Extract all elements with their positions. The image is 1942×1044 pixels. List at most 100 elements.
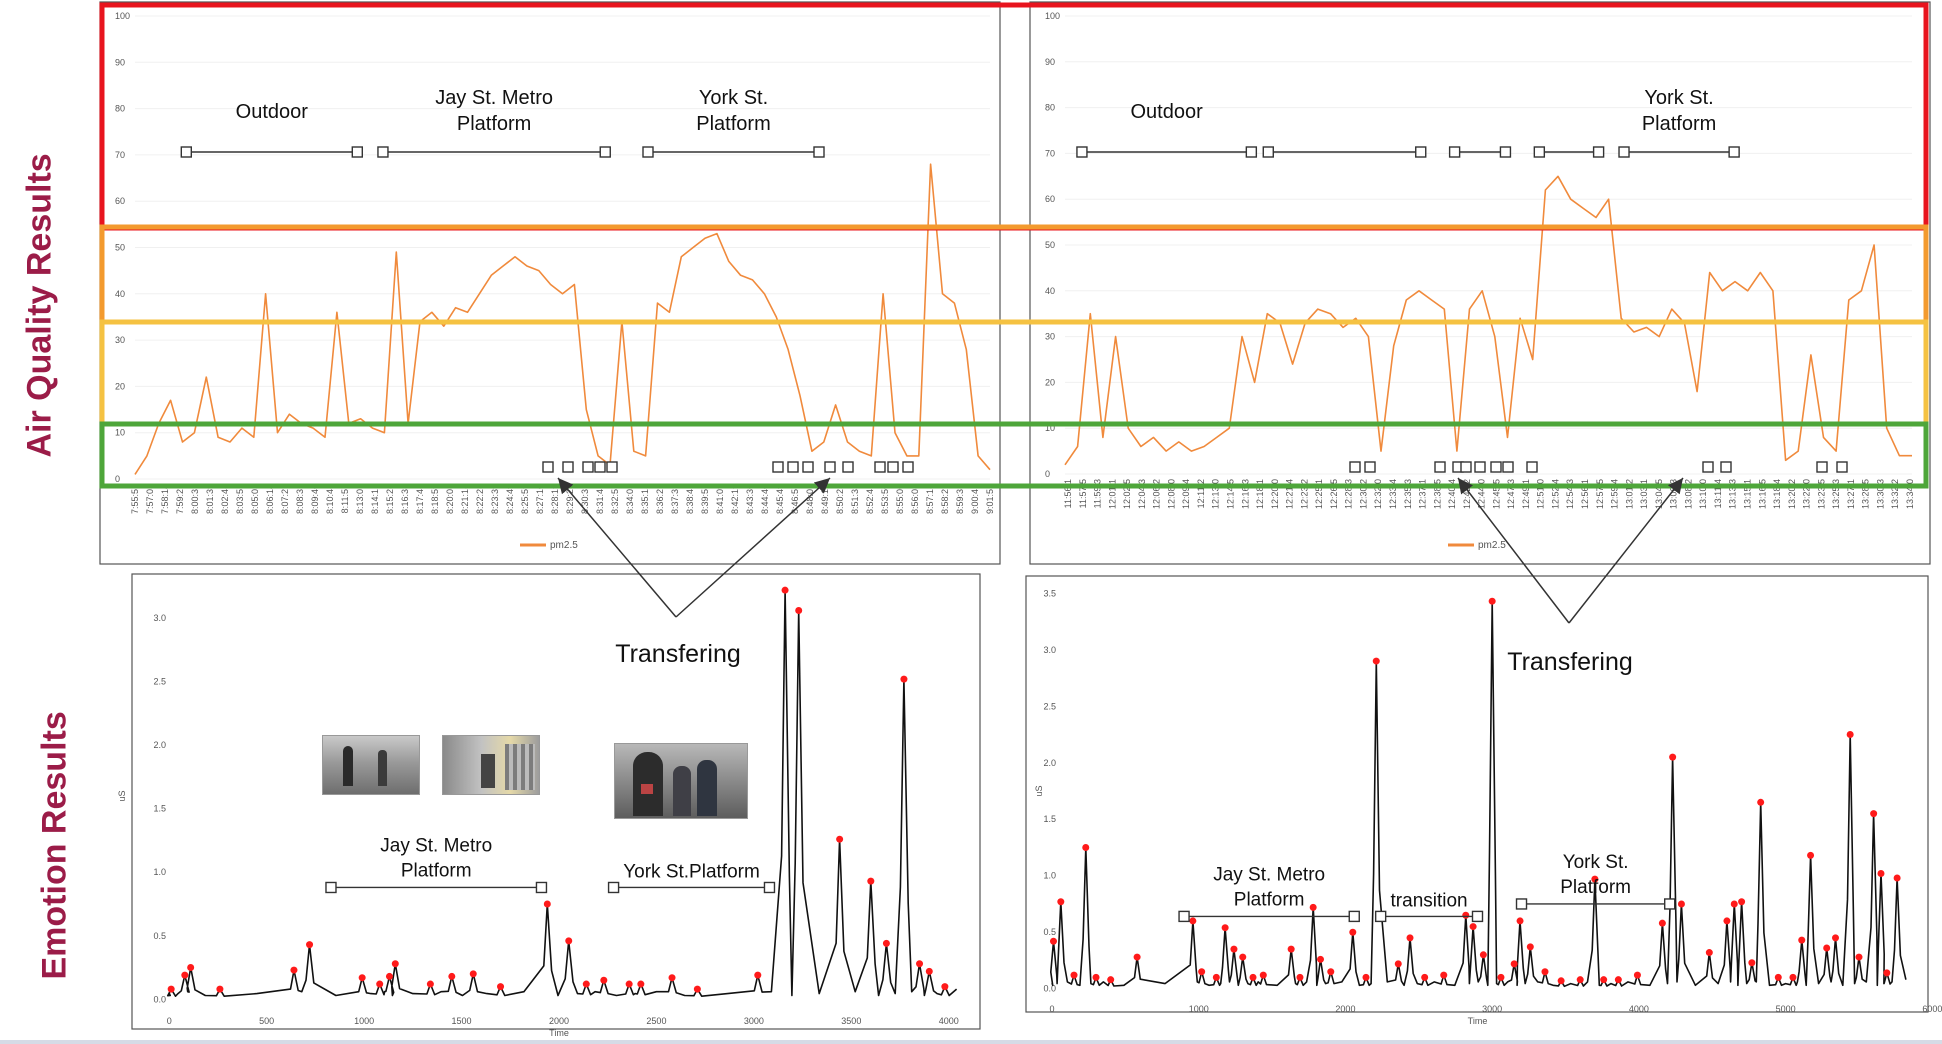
aq-left-xtick-label: 8:59:38 bbox=[955, 484, 965, 514]
aq-left-xtick-label: 7:58:14 bbox=[160, 484, 170, 514]
emo-left-peak-marker bbox=[543, 900, 551, 908]
aq-left-xtick-label: 8:14:17 bbox=[370, 484, 380, 514]
emo-right-peak-marker bbox=[1440, 971, 1448, 979]
aq-left-xtick-label: 8:52:42 bbox=[865, 484, 875, 514]
emo-left-peak-marker bbox=[625, 980, 633, 988]
green-threshold-band bbox=[99, 421, 1929, 489]
aq-left-xtick-label: 8:55:00 bbox=[895, 484, 905, 514]
emo-right-peak-marker bbox=[1807, 851, 1815, 859]
emo-left-annotation-0-end-marker bbox=[535, 881, 548, 894]
emo-right-ytick-label: 1.0 bbox=[1043, 871, 1056, 881]
emo-left-peak-marker bbox=[391, 960, 399, 968]
aq-right-pm25-series bbox=[1064, 175, 1912, 466]
emo-left-ytick-label: 1.5 bbox=[153, 804, 166, 814]
aq-left-baseline-marker bbox=[594, 461, 606, 473]
emo-right-peak-marker bbox=[1296, 973, 1304, 981]
aq-left-xtick-label: 8:43:30 bbox=[745, 484, 755, 514]
aq-right-xtick-label: 13:27:1 bbox=[1846, 479, 1856, 509]
aq-right-baseline-marker bbox=[1349, 461, 1361, 473]
aq-left-xtick-label: 8:46:58 bbox=[790, 484, 800, 514]
aq-left-ytick-label: 10 bbox=[115, 428, 125, 438]
emo-left-annotation-label: York St.Platform bbox=[623, 861, 760, 882]
emo-left-peak-marker bbox=[600, 976, 608, 984]
aq-right-xtick-label: 12:30:2 bbox=[1358, 479, 1368, 509]
aq-left-xtick-label: 7:59:22 bbox=[175, 484, 185, 514]
emo-left-ytick-label: 2.5 bbox=[153, 677, 166, 687]
emo-right-peak-marker bbox=[1421, 973, 1429, 981]
emo-right-peak-marker bbox=[1189, 917, 1197, 925]
emo-left-annotation-label: Jay St. Metro bbox=[380, 835, 492, 856]
emo-right-annotation-1-start-marker bbox=[1374, 910, 1387, 923]
emo-right-annotation-label: transition bbox=[1391, 890, 1468, 911]
aq-right-xtick-label: 12:02:5 bbox=[1122, 479, 1132, 509]
emo-right-peak-marker bbox=[1070, 971, 1078, 979]
emo-left-xtick-label: 1500 bbox=[452, 1016, 472, 1026]
aq-right-xtick-label: 11:59:3 bbox=[1093, 479, 1103, 508]
aq-right-baseline-marker bbox=[1720, 461, 1732, 473]
aq-left-xtick-label: 8:45:49 bbox=[775, 484, 785, 514]
aq-right-annotation-2-end-marker bbox=[1499, 146, 1512, 158]
aq-right-baseline-marker bbox=[1502, 461, 1514, 473]
emo-right-peak-marker bbox=[1349, 928, 1357, 936]
aq-left-xtick-label: 8:41:09 bbox=[715, 484, 725, 514]
aq-left-ytick-label: 80 bbox=[115, 104, 125, 114]
emo-left-peak-marker bbox=[882, 939, 890, 947]
aq-left-xtick-label: 8:50:25 bbox=[835, 484, 845, 514]
emo-right-peak-marker bbox=[1789, 973, 1797, 981]
emo-right-peak-marker bbox=[1510, 960, 1518, 968]
emo-right-xtick-label: 3000 bbox=[1482, 1004, 1502, 1014]
aq-left-annotation-label: York St. bbox=[699, 87, 768, 109]
transfer-arrow bbox=[675, 477, 831, 618]
emo-left-peak-marker bbox=[925, 967, 933, 975]
photo-jay-st-platform-2 bbox=[442, 735, 540, 795]
aq-right-xtick-label: 12:38:5 bbox=[1432, 479, 1442, 509]
aq-left-baseline-marker bbox=[562, 461, 574, 473]
aq-left-xtick-label: 8:35:15 bbox=[640, 484, 650, 514]
aq-right-annotation-label: York St. bbox=[1644, 87, 1713, 109]
aq-right-baseline-marker bbox=[1836, 461, 1848, 473]
emo-right-peak-marker bbox=[1092, 973, 1100, 981]
emo-left-peak-marker bbox=[187, 964, 195, 972]
emo-left-transfer-label: Transfering bbox=[615, 640, 741, 668]
emo-right-peak-marker bbox=[1855, 953, 1863, 961]
emo-left-peak-marker bbox=[916, 960, 924, 968]
emo-left-frame bbox=[131, 573, 981, 1030]
aq-right-xtick-label: 13:32:2 bbox=[1890, 479, 1900, 509]
emo-right-peak-marker bbox=[1614, 976, 1622, 984]
aq-left-baseline-marker bbox=[902, 461, 914, 473]
aq-right-ytick-label: 30 bbox=[1045, 332, 1055, 342]
emo-right-annotation-0-end-marker bbox=[1348, 910, 1360, 923]
aq-right-xtick-label: 13:16:5 bbox=[1757, 479, 1767, 509]
emo-left-peak-marker bbox=[376, 980, 384, 988]
emo-right-peak-marker bbox=[1774, 973, 1782, 981]
emo-right-peak-marker bbox=[1557, 977, 1565, 985]
emo-right-annotation-1-end-marker bbox=[1471, 910, 1484, 923]
transfer-arrow bbox=[1457, 477, 1570, 624]
emo-right-peak-marker bbox=[1406, 934, 1414, 942]
emo-right-peak-marker bbox=[1317, 955, 1325, 963]
aq-left-xtick-label: 8:31:47 bbox=[595, 484, 605, 514]
aq-right-xtick-label: 12:51:0 bbox=[1536, 479, 1546, 509]
aq-left-xtick-label: 9:00:46 bbox=[970, 484, 980, 514]
aq-left-xtick-label: 9:01:55 bbox=[985, 484, 995, 514]
aq-left-xtick-label: 8:28:19 bbox=[550, 484, 560, 514]
aq-right-xtick-label: 12:01:1 bbox=[1107, 479, 1117, 509]
emo-right-peak-marker bbox=[1259, 971, 1267, 979]
aq-right-xtick-label: 12:54:3 bbox=[1565, 479, 1575, 509]
aq-right-xtick-label: 13:10:0 bbox=[1698, 479, 1708, 509]
aq-left-baseline-marker bbox=[772, 461, 784, 473]
emo-left-peak-marker bbox=[795, 606, 803, 614]
emo-right-peak-marker bbox=[1133, 953, 1141, 961]
emo-left-xtick-label: 3500 bbox=[841, 1016, 861, 1026]
aq-right-ytick-label: 60 bbox=[1045, 194, 1055, 204]
aq-right-annotation-1-start-marker bbox=[1262, 146, 1274, 158]
aq-left-xtick-label: 8:32:55 bbox=[610, 484, 620, 514]
emo-left-ylabel: uS bbox=[117, 790, 127, 801]
aq-right-xtick-label: 13:28:5 bbox=[1861, 479, 1871, 509]
emo-left-peak-marker bbox=[448, 972, 456, 980]
emo-left-xtick-label: 4000 bbox=[939, 1016, 959, 1026]
emo-right-peak-marker bbox=[1230, 945, 1238, 953]
aq-right-xtick-label: 13:25:3 bbox=[1831, 479, 1841, 509]
aq-right-baseline-marker bbox=[1816, 461, 1828, 473]
aq-left-xtick-label: 8:38:47 bbox=[685, 484, 695, 514]
